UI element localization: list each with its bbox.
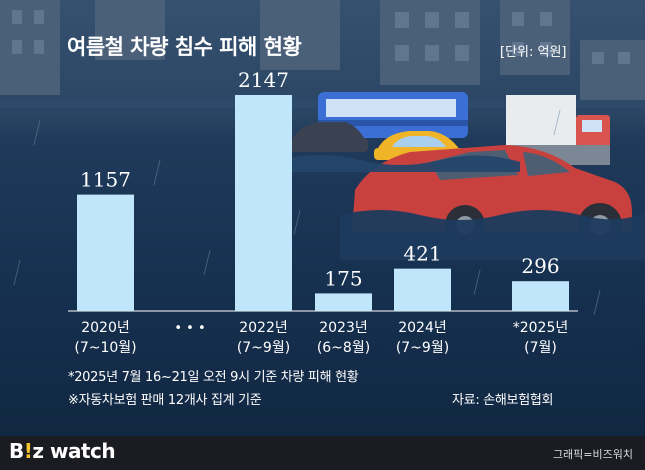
category-period-label-4: (7월) — [524, 340, 557, 356]
category-period-label-3: (7~9월) — [396, 340, 449, 356]
category-period-label-1: (7~9월) — [237, 340, 290, 356]
chart-title: 여름철 차량 침수 피해 현황 — [67, 35, 302, 59]
gap-marker: • • • — [174, 321, 205, 336]
category-label-0: 2020년 — [81, 320, 130, 336]
category-period-label-2: (6~8월) — [317, 340, 370, 356]
bar-value-label-3: 421 — [403, 242, 441, 266]
bus-illustration — [318, 92, 468, 138]
category-label-2: 2023년 — [319, 320, 368, 336]
logo-rest: z watch — [32, 439, 116, 463]
logo-letter: B — [9, 439, 24, 463]
bar-value-label-4: 296 — [521, 254, 559, 278]
source-label: 자료: 손해보험협회 — [452, 393, 554, 408]
bar-value-label-0: 1157 — [80, 168, 131, 192]
truck-illustration — [506, 95, 610, 165]
bar-0 — [77, 194, 134, 311]
footnote-period: *2025년 7월 16~21일 오전 9시 기준 차량 피해 현황 — [68, 370, 359, 385]
category-label-1: 2022년 — [239, 320, 288, 336]
bizwatch-logo: B!z watch — [9, 439, 116, 463]
building-windows — [12, 10, 630, 64]
logo-dot: ! — [23, 439, 33, 463]
bar-1 — [235, 95, 292, 311]
footnote-scope: ※자동차보험 판매 12개사 집계 기준 — [68, 393, 262, 408]
dark-car-illustration — [288, 122, 368, 152]
category-label-4: *2025년 — [513, 320, 569, 336]
rain-streaks — [13, 109, 601, 316]
bar-value-label-2: 175 — [324, 266, 362, 290]
category-label-3: 2024년 — [398, 320, 447, 336]
bar-4 — [512, 281, 569, 311]
bar-2 — [315, 293, 372, 311]
footer-bar: B!z watch 그래픽=비즈워치 — [0, 436, 645, 470]
bar-value-label-1: 2147 — [238, 68, 289, 92]
category-period-label-0: (7~10월) — [74, 340, 136, 356]
flood-water-waves — [280, 155, 645, 260]
unit-label: [단위: 억원] — [500, 45, 567, 60]
graphic-credit: 그래픽=비즈워치 — [552, 448, 633, 461]
bar-3 — [394, 268, 451, 311]
